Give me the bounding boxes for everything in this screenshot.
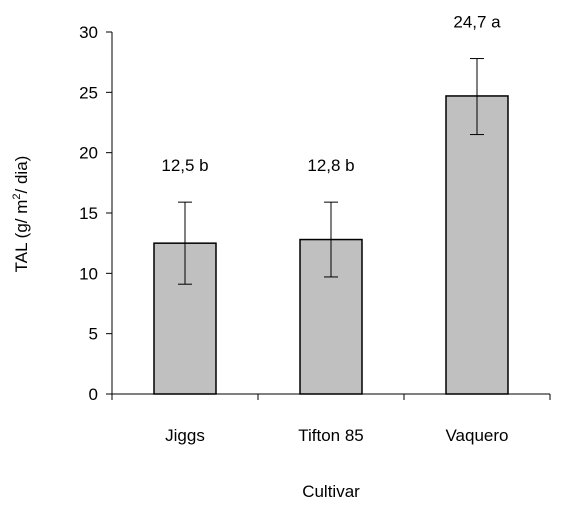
y-tick-label: 20 [79, 144, 98, 163]
category-labels: Jiggs Tifton 85 Vaquero [165, 426, 508, 445]
y-tick-label: 5 [89, 325, 98, 344]
y-tick-label: 15 [79, 204, 98, 223]
category-label: Vaquero [445, 426, 508, 445]
y-tick-label: 0 [89, 385, 98, 404]
data-label: 12,8 b [307, 156, 354, 175]
category-label: Tifton 85 [298, 426, 364, 445]
x-axis-title: Cultivar [302, 482, 360, 501]
y-axis-title-superscript: 2 [11, 193, 23, 199]
y-ticks: 0 5 10 15 20 25 30 [79, 23, 112, 404]
y-axis-title-main: TAL (g/ m [12, 200, 31, 273]
data-labels: 12,5 b 12,8 b 24,7 a [161, 13, 501, 176]
y-axis-title-end: / dia) [12, 156, 31, 194]
data-label: 24,7 a [453, 13, 501, 32]
error-bars [178, 58, 484, 285]
y-axis-title: TAL (g/ m2/ dia) [11, 156, 31, 273]
data-label: 12,5 b [161, 156, 208, 175]
x-ticks [111, 394, 551, 400]
y-tick-label: 10 [79, 264, 98, 283]
y-tick-label: 25 [79, 83, 98, 102]
bar [445, 95, 509, 395]
category-label: Jiggs [165, 426, 205, 445]
y-tick-label: 30 [79, 23, 98, 42]
